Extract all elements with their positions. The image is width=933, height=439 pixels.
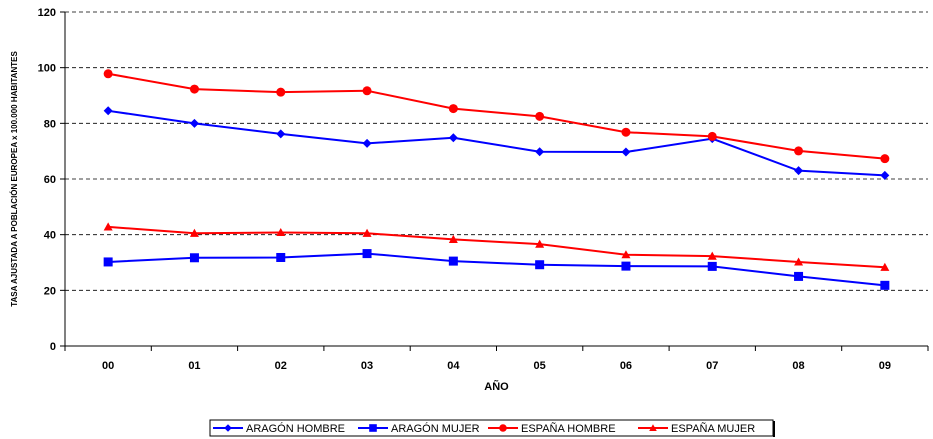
- circle-marker: [794, 146, 804, 156]
- series-0: [103, 106, 890, 180]
- series-line: [107, 72, 885, 160]
- series-2: [103, 69, 890, 164]
- triangle-marker: [707, 251, 717, 260]
- square-marker: [103, 257, 113, 267]
- circle-marker: [448, 104, 458, 114]
- x-tick-label: 05: [534, 360, 546, 372]
- circle-marker: [621, 127, 631, 137]
- series-1: [103, 249, 890, 290]
- triangle-marker: [535, 239, 545, 248]
- circle-marker: [499, 424, 507, 432]
- circle-marker: [276, 87, 286, 97]
- legend: ARAGÓN HOMBRE ARAGÓN MUJER ESPAÑA HOMBRE ES…: [209, 419, 775, 437]
- diamond-marker: [224, 424, 232, 432]
- triangle-marker: [189, 228, 199, 237]
- circle-marker: [362, 86, 372, 96]
- y-tick-label: 120: [38, 7, 56, 19]
- square-marker: [707, 261, 717, 271]
- x-tick-label: 02: [275, 360, 287, 372]
- x-tick-label: 07: [706, 360, 718, 372]
- triangle-marker: [276, 227, 286, 237]
- diamond-marker: [880, 170, 890, 180]
- circle-marker: [189, 84, 199, 94]
- legend-label: ARAGÓN MUJER: [391, 422, 480, 435]
- x-tick-label: 09: [879, 360, 891, 372]
- triangle-marker: [362, 228, 372, 237]
- square-marker: [448, 256, 458, 266]
- circle-marker: [535, 111, 545, 121]
- y-tick-label: 40: [44, 230, 56, 242]
- square-marker: [535, 260, 545, 270]
- axes: [60, 11, 929, 351]
- diamond-marker: [448, 133, 458, 143]
- triangle-marker: [880, 262, 890, 271]
- series-line: [108, 252, 885, 287]
- y-tick-labels: 0 20 40 60 80 100 120: [38, 7, 56, 353]
- y-tick-label: 60: [44, 174, 56, 186]
- y-tick-label: 20: [44, 285, 56, 297]
- circle-marker: [707, 131, 717, 141]
- triangle-marker: [794, 257, 804, 266]
- series-line: [108, 225, 885, 269]
- y-tick-label: 0: [50, 341, 56, 353]
- legend-label: ARAGÓN HOMBRE: [246, 422, 345, 435]
- diamond-marker: [794, 166, 804, 176]
- y-tick-label: 80: [44, 118, 56, 130]
- circle-marker: [103, 69, 113, 79]
- x-axis-title: AÑO: [484, 380, 509, 393]
- series-line: [108, 109, 885, 177]
- x-tick-label: 01: [188, 360, 200, 372]
- x-tick-labels: 00 01 02 03 04 05 06 07 08 09: [102, 360, 891, 372]
- legend-label: ESPAÑA HOMBRE: [521, 422, 616, 435]
- circle-marker: [880, 154, 890, 164]
- diamond-marker: [103, 106, 113, 116]
- triangle-marker: [621, 250, 631, 259]
- gridlines: [65, 11, 928, 291]
- diamond-marker: [621, 147, 631, 157]
- diamond-marker: [535, 147, 545, 157]
- x-tick-label: 03: [361, 360, 373, 372]
- diamond-marker: [189, 118, 199, 128]
- y-tick-label: 100: [38, 63, 56, 75]
- triangle-marker: [448, 234, 458, 243]
- square-marker: [880, 280, 890, 290]
- square-marker: [369, 424, 377, 432]
- series-3: [103, 222, 890, 271]
- y-axis-title: TASA AJUSTADA A POBLACIÓN EUROPEA x 100.…: [10, 51, 19, 307]
- square-marker: [189, 253, 199, 263]
- triangle-marker: [649, 424, 657, 432]
- legend-label: ESPAÑA MUJER: [671, 422, 755, 435]
- x-tick-label: 08: [792, 360, 804, 372]
- square-marker: [794, 271, 804, 281]
- square-marker: [362, 249, 372, 259]
- diamond-marker: [276, 129, 286, 139]
- series-group: [103, 69, 890, 290]
- diamond-marker: [362, 138, 372, 148]
- triangle-marker: [103, 222, 113, 231]
- square-marker: [276, 252, 286, 262]
- x-tick-label: 00: [102, 360, 114, 372]
- x-tick-label: 06: [620, 360, 632, 372]
- square-marker: [621, 261, 631, 271]
- x-tick-label: 04: [447, 360, 460, 372]
